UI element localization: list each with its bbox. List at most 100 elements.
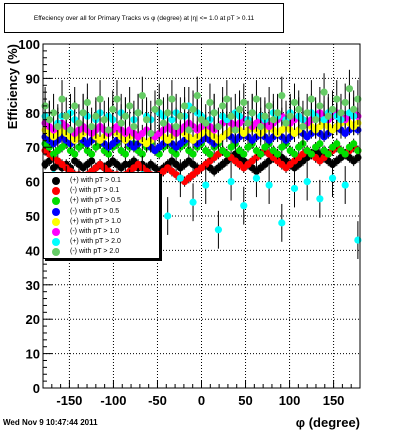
data-point [202,181,210,189]
data-point [273,150,282,158]
legend-entry: (-) with pT > 0.5 [44,207,159,217]
data-point [219,102,227,110]
data-point [261,112,269,120]
x-tick-label: 0 [198,393,205,408]
data-point [189,105,197,113]
legend-marker-icon [52,248,60,257]
data-point [333,140,341,148]
data-point [214,226,223,234]
y-tick-label: 10 [26,347,40,362]
legend-label: (+) with pT > 0.1 [70,177,121,184]
data-point [278,92,286,100]
legend-marker-icon [52,187,60,196]
series-0 [41,145,362,177]
data-point [307,150,315,158]
data-point [92,112,100,120]
data-point [206,98,214,107]
legend-label: (+) with pT > 0.5 [70,197,121,205]
x-tick-label: -100 [100,393,126,408]
data-point [142,116,151,124]
data-point [273,109,282,117]
data-point [49,109,58,117]
data-point [333,95,341,103]
data-point [341,150,349,158]
data-point [88,122,96,131]
data-point [227,178,235,186]
legend-entry: (+) with pT > 0.5 [44,196,159,206]
data-point [45,116,53,124]
data-point [180,102,189,110]
data-point [176,174,184,182]
data-point [138,150,146,158]
data-point [126,102,134,110]
data-point [88,150,96,158]
data-point [62,112,70,120]
y-tick-label: 40 [26,243,40,258]
data-point [312,116,320,124]
data-point [252,95,261,103]
data-point [324,112,332,120]
data-point [290,98,299,107]
y-tick-label: 30 [26,278,40,293]
data-point [316,195,324,203]
data-point [147,129,155,138]
y-tick-label: 100 [18,37,40,52]
data-point [202,119,210,127]
legend-entry: (+) with pT > 1.0 [44,217,159,227]
data-point [168,95,176,103]
legend-label: (-) with pT > 0.1 [70,187,120,195]
data-point [138,92,146,100]
data-point [235,105,244,113]
data-point [121,150,130,158]
data-point [121,112,130,120]
x-tick-label: 50 [238,393,252,408]
data-point [295,105,303,113]
data-point [71,150,79,158]
data-point [316,140,324,148]
data-point [58,95,66,103]
data-point [176,112,184,120]
y-tick-label: 60 [26,175,40,190]
data-point [151,105,159,113]
data-point [278,219,286,227]
legend-label: (-) with pT > 2.0 [70,248,120,256]
data-point [328,174,337,182]
data-point [244,119,252,127]
data-point [223,95,231,103]
legend: (+) with pT > 0.1 (-) with pT > 0.1 (+) wi… [43,172,160,259]
x-tick-label: -50 [148,393,167,408]
data-point [286,112,294,120]
data-point [337,109,345,117]
data-point [269,116,277,124]
y-axis-label: Efficiency (%) [5,44,20,129]
data-point [96,95,104,103]
legend-marker-icon [52,217,60,226]
data-point [185,126,193,134]
legend-entry: (-) with pT > 2.0 [44,247,159,257]
timestamp: Wed Nov 9 10:47:44 2011 [3,418,98,427]
y-tick-label: 20 [26,312,40,327]
data-point [159,119,168,127]
data-point [189,198,197,206]
data-point [172,150,180,158]
legend-entry: (-) with pT > 0.1 [44,186,159,196]
legend-marker-icon [52,228,60,236]
axes: -150 -100 -50 0 50 100 150 0 10 20 30 40 50 60 70 80 90 1… [18,37,361,408]
data-point [240,202,248,210]
data-point [210,109,218,117]
y-tick-label: 0 [33,381,40,396]
data-point [88,157,96,165]
data-point [282,119,290,127]
data-point [104,126,113,134]
data-point [303,178,311,186]
data-point [193,92,201,100]
data-point [252,174,261,182]
x-tick-label: 100 [279,393,301,408]
data-point [240,98,248,107]
data-point [231,126,239,134]
data-point [71,102,79,110]
x-tick-label: 150 [323,393,345,408]
data-point [341,181,349,189]
data-point [155,98,163,107]
legend-marker-icon [52,177,60,185]
